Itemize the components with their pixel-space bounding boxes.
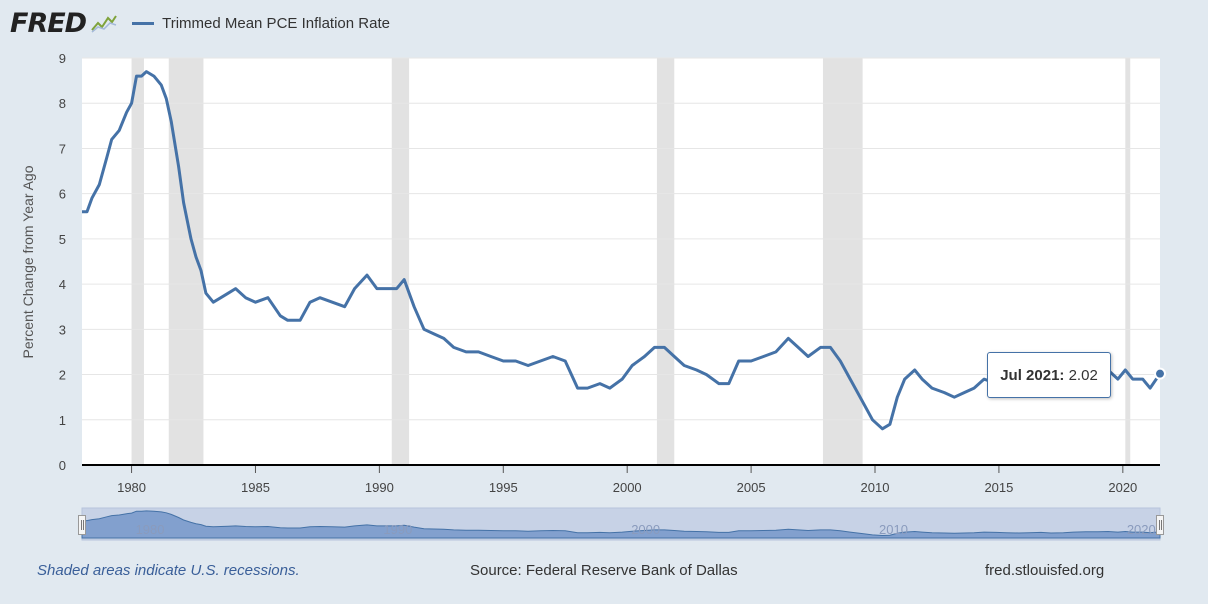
navigator-labels: 1980 1990 2000 2010 2020 <box>136 522 1156 537</box>
y-tick-label: 1 <box>59 413 66 428</box>
y-tick-label: 4 <box>59 277 66 292</box>
navigator-left-handle[interactable] <box>78 515 86 535</box>
legend[interactable]: Trimmed Mean PCE Inflation Rate <box>132 15 390 32</box>
recession-band <box>391 58 410 465</box>
x-tick-label: 1990 <box>365 480 394 495</box>
gridlines <box>82 57 1160 421</box>
y-tick-label: 2 <box>59 368 66 383</box>
source-text: Source: Federal Reserve Bank of Dallas <box>470 562 738 579</box>
navigator-label: 2020 <box>1127 522 1156 537</box>
y-tick-label: 8 <box>59 96 66 111</box>
y-axis-ticks: 0 1 2 3 4 5 6 7 8 9 <box>59 51 66 473</box>
y-axis-label: Percent Change from Year Ago <box>20 165 36 358</box>
navigator-label: 2000 <box>631 522 660 537</box>
x-tick-label: 1980 <box>117 480 146 495</box>
x-tick-label: 2010 <box>861 480 890 495</box>
legend-swatch <box>132 21 155 25</box>
recession-note: Shaded areas indicate U.S. recessions. <box>37 562 300 579</box>
recession-band <box>656 58 675 465</box>
x-tick-label: 2000 <box>613 480 642 495</box>
y-tick-label: 9 <box>59 51 66 66</box>
x-tick-label: 2005 <box>737 480 766 495</box>
navigator-label: 1990 <box>383 522 412 537</box>
navigator-right-handle[interactable] <box>1156 515 1164 535</box>
site-link[interactable]: fred.stlouisfed.org <box>985 562 1105 579</box>
x-tick-label: 1985 <box>241 480 270 495</box>
y-tick-label: 3 <box>59 322 66 337</box>
recession-shading <box>131 58 1131 465</box>
x-tick-label: 2015 <box>984 480 1013 495</box>
y-tick-label: 6 <box>59 187 66 202</box>
navigator-label: 1980 <box>136 522 165 537</box>
series-line <box>82 70 1162 431</box>
sparkline-icon <box>90 14 119 34</box>
y-tick-label: 0 <box>59 458 66 473</box>
recession-band <box>1125 58 1131 465</box>
x-tick-label: 1995 <box>489 480 518 495</box>
recession-band <box>822 58 863 465</box>
x-tick-label: 2020 <box>1108 480 1137 495</box>
hover-marker[interactable] <box>1154 367 1166 380</box>
tooltip-value: 2.02 <box>1068 366 1098 384</box>
x-axis-ticks: 1980 1985 1990 1995 2000 2005 2010 2015 2020 <box>117 465 1137 495</box>
fred-logo[interactable]: FRED <box>10 7 87 39</box>
navigator-label: 2010 <box>879 522 908 537</box>
y-tick-label: 7 <box>59 141 66 156</box>
tooltip-date: Jul 2021: <box>1000 366 1065 384</box>
navigator-series <box>81 510 1161 539</box>
y-tick-label: 5 <box>59 232 66 247</box>
plot-area <box>82 58 1160 465</box>
recession-band <box>131 58 144 465</box>
chart-header: FRED Trimmed Mean PCE Inflation Rate <box>10 6 390 40</box>
data-tooltip: Jul 2021: 2.02 <box>987 352 1111 398</box>
legend-label: Trimmed Mean PCE Inflation Rate <box>162 14 390 32</box>
